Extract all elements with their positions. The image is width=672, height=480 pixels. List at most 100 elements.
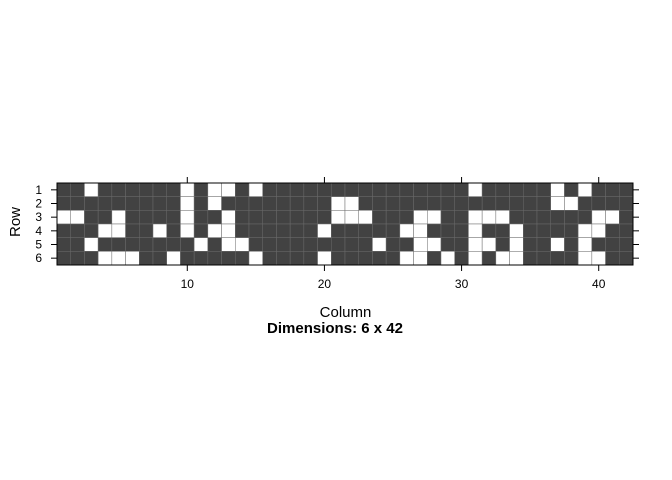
heatmap-cell — [372, 251, 387, 266]
x-tick-label: 40 — [592, 277, 606, 291]
heatmap-cell — [125, 196, 140, 211]
heatmap-cell — [605, 237, 620, 252]
heatmap-cell — [619, 237, 634, 252]
heatmap-cell — [180, 237, 195, 252]
heatmap-cell — [523, 237, 538, 252]
heatmap-cell — [193, 182, 209, 197]
heatmap-cell — [180, 210, 195, 225]
heatmap-cell — [56, 251, 71, 266]
heatmap-cell — [358, 210, 373, 225]
heatmap-cell — [303, 210, 318, 225]
heatmap-cell — [413, 182, 428, 197]
heatmap-cell — [536, 237, 551, 252]
heatmap-cell — [495, 210, 510, 225]
heatmap-cell — [385, 210, 401, 225]
heatmap-cell — [111, 237, 126, 252]
heatmap-cell — [193, 210, 209, 225]
heatmap-cell — [564, 237, 579, 252]
heatmap-cell — [577, 210, 593, 225]
heatmap-cell — [495, 196, 510, 211]
heatmap-cell — [248, 182, 263, 197]
heatmap-cell — [56, 182, 71, 197]
heatmap-cell — [97, 237, 113, 252]
heatmap-cell — [221, 251, 236, 266]
heatmap-cell — [139, 182, 154, 197]
heatmap-cell — [481, 223, 497, 238]
heatmap-cell — [509, 223, 524, 238]
heatmap-cell — [235, 182, 250, 197]
heatmap-cell — [413, 237, 428, 252]
heatmap-cell — [427, 223, 442, 238]
heatmap-cell — [248, 223, 263, 238]
heatmap-cell — [468, 182, 483, 197]
heatmap-cell — [495, 182, 510, 197]
heatmap-cell — [523, 251, 538, 266]
heatmap-cell — [344, 251, 359, 266]
y-tick-label: 4 — [35, 224, 42, 238]
y-tick-label: 6 — [35, 251, 42, 265]
heatmap-cell — [111, 182, 126, 197]
heatmap-cell — [577, 251, 593, 266]
heatmap-cell — [454, 182, 469, 197]
heatmap-cell — [509, 196, 524, 211]
heatmap-cell — [139, 210, 154, 225]
heatmap-cell — [166, 251, 181, 266]
heatmap-cell — [276, 251, 291, 266]
heatmap-cell — [509, 251, 524, 266]
heatmap-cell — [413, 196, 428, 211]
heatmap-cell — [56, 196, 71, 211]
heatmap-cell — [413, 251, 428, 266]
heatmap-cell — [344, 210, 359, 225]
heatmap-cell — [152, 210, 167, 225]
heatmap-cell — [56, 237, 71, 252]
heatmap-cell — [262, 196, 277, 211]
heatmap-cell — [536, 223, 551, 238]
heatmap-cell — [331, 223, 346, 238]
heatmap-cell — [605, 182, 620, 197]
heatmap-cell — [97, 223, 113, 238]
y-tick-label: 2 — [35, 197, 42, 211]
heatmap-cell — [248, 237, 263, 252]
heatmap-cell — [125, 237, 140, 252]
heatmap-cell — [481, 182, 497, 197]
heatmap-cell — [440, 237, 455, 252]
heatmap-cell — [591, 196, 606, 211]
heatmap-cell — [166, 182, 181, 197]
heatmap-cell — [317, 210, 332, 225]
heatmap-cell — [385, 182, 401, 197]
heatmap-cell — [193, 251, 209, 266]
heatmap-cell — [605, 196, 620, 211]
heatmap-cell — [454, 210, 469, 225]
x-tick-label: 30 — [455, 277, 469, 291]
heatmap-cell — [276, 210, 291, 225]
heatmap-cell — [344, 196, 359, 211]
heatmap-cell — [262, 251, 277, 266]
heatmap-cell — [372, 237, 387, 252]
heatmap-cell — [468, 196, 483, 211]
x-tick-label: 20 — [318, 277, 332, 291]
heatmap-cell — [84, 196, 99, 211]
heatmap-cell — [70, 196, 85, 211]
heatmap-cell — [440, 196, 455, 211]
heatmap-cell — [221, 223, 236, 238]
heatmap-cell — [399, 182, 414, 197]
heatmap-cell — [536, 210, 551, 225]
heatmap-cell — [358, 251, 373, 266]
heatmap-cell — [97, 196, 113, 211]
heatmap-cell — [152, 237, 167, 252]
heatmap-cell — [564, 210, 579, 225]
heatmap-cell — [111, 251, 126, 266]
heatmap-cell — [97, 210, 113, 225]
heatmap-cell — [70, 223, 85, 238]
heatmap-cell — [84, 223, 99, 238]
heatmap-cell — [84, 237, 99, 252]
heatmap-cell — [152, 251, 167, 266]
heatmap-cell — [577, 196, 593, 211]
heatmap-cells — [56, 182, 634, 266]
heatmap-cell — [303, 237, 318, 252]
heatmap-cell — [468, 223, 483, 238]
heatmap-cell — [125, 182, 140, 197]
heatmap-cell — [221, 196, 236, 211]
heatmap-cell — [303, 196, 318, 211]
y-tick-label: 3 — [35, 210, 42, 224]
